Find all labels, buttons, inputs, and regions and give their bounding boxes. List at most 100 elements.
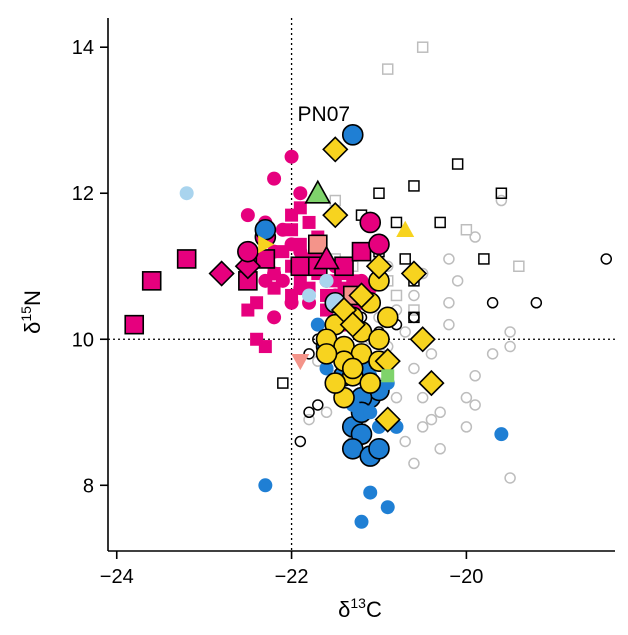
point-open-circle-black-11 bbox=[303, 406, 315, 419]
point-diamond-yellow-10 bbox=[339, 311, 366, 338]
point-circle-blue-0 bbox=[258, 478, 273, 493]
point-open-square-black-5 bbox=[390, 216, 403, 229]
point-open-circle-grey-43 bbox=[504, 472, 516, 484]
point-circle-blue-8 bbox=[380, 500, 395, 515]
point-open-circle-grey-42 bbox=[460, 421, 473, 433]
point-open-circle-grey-0 bbox=[469, 231, 481, 243]
point-triangle-green-0 bbox=[304, 179, 332, 204]
point-open-circle-grey-17 bbox=[416, 391, 429, 404]
point-open-square-grey-4 bbox=[408, 304, 420, 316]
axes: 8 10 12 14 −24 −22 −20 bbox=[72, 18, 615, 588]
point-open-circle-black-3 bbox=[408, 311, 420, 324]
point-circle-magenta-3 bbox=[368, 233, 390, 256]
point-open-circle-grey-20 bbox=[399, 435, 411, 448]
point-circle-light_blue-0 bbox=[179, 186, 194, 201]
point-circle-blue-1 bbox=[310, 317, 325, 332]
point-circle-magenta-2 bbox=[359, 211, 382, 234]
point-triangle-down-salmon-0 bbox=[291, 353, 310, 371]
point-circle-magenta-1 bbox=[267, 171, 282, 186]
point-open-square-black-1 bbox=[408, 180, 420, 192]
point-circle-magenta-10 bbox=[258, 273, 273, 288]
point-open-square-grey-2 bbox=[460, 223, 473, 236]
point-circle-blue-4 bbox=[363, 405, 378, 420]
point-square-magenta-20 bbox=[258, 340, 272, 354]
y-tick-label-2: 12 bbox=[72, 183, 94, 205]
point-circle-blue-7 bbox=[363, 485, 378, 500]
point-circle-yellow-16 bbox=[341, 357, 364, 380]
point-open-circle-grey-37 bbox=[504, 340, 516, 353]
point-circle-light_blue-2 bbox=[319, 273, 334, 288]
point-open-circle-grey-46 bbox=[425, 413, 438, 426]
point-open-square-grey-1 bbox=[381, 63, 394, 75]
point-square-green-0 bbox=[381, 369, 395, 383]
point-open-circle-black-12 bbox=[294, 435, 307, 448]
point-triangle-magenta-0 bbox=[313, 245, 340, 270]
point-circle-magenta-3 bbox=[240, 208, 255, 223]
point-open-circle-grey-40 bbox=[460, 391, 473, 404]
point-open-square-black-6 bbox=[434, 216, 446, 229]
point-diamond-yellow-2 bbox=[365, 253, 393, 280]
y-axis-title: δ15N bbox=[18, 290, 45, 334]
point-square-salmon-1 bbox=[307, 234, 328, 255]
point-diamond-yellow-4 bbox=[348, 282, 375, 309]
point-open-circle-grey-19 bbox=[416, 421, 429, 433]
point-circle-yellow-8 bbox=[376, 306, 399, 329]
point-open-circle-grey-41 bbox=[469, 399, 481, 411]
point-open-square-black-3 bbox=[495, 187, 508, 199]
point-circle-magenta-11 bbox=[275, 273, 290, 288]
point-diamond-yellow-3 bbox=[400, 260, 428, 287]
point-open-circle-grey-16 bbox=[390, 391, 403, 404]
point-open-square-black-12 bbox=[408, 311, 420, 324]
point-open-circle-black-13 bbox=[312, 399, 324, 411]
point-circle-blue-9 bbox=[354, 514, 369, 529]
point-open-circle-black-2 bbox=[486, 297, 499, 309]
point-open-circle-grey-26 bbox=[303, 413, 315, 426]
point-open-square-black-0 bbox=[451, 158, 464, 170]
point-open-square-grey-0 bbox=[416, 41, 429, 53]
point-open-square-black-8 bbox=[399, 253, 411, 265]
point-diamond-yellow-8 bbox=[418, 369, 445, 397]
point-circle-blue-2 bbox=[319, 361, 334, 376]
point-open-circle-grey-10 bbox=[399, 326, 411, 338]
point-open-circle-grey-18 bbox=[434, 406, 446, 419]
point-open-circle-grey-2 bbox=[443, 253, 455, 265]
point-diamond-magenta-0 bbox=[208, 260, 235, 287]
point-square-magenta-2 bbox=[176, 249, 197, 269]
point-open-circle-grey-38 bbox=[486, 348, 499, 360]
point-open-circle-grey-39 bbox=[469, 370, 481, 382]
point-open-square-black-11 bbox=[277, 377, 289, 389]
point-circle-yellow-17 bbox=[324, 372, 347, 394]
point-open-circle-grey-12 bbox=[425, 348, 438, 360]
point-open-circle-black-1 bbox=[530, 297, 543, 309]
point-circle-magenta-13 bbox=[284, 295, 299, 310]
point-open-square-black-10 bbox=[478, 253, 490, 265]
plot-area bbox=[108, 18, 615, 551]
point-square-magenta-1 bbox=[285, 208, 299, 222]
point-open-circle-black-8 bbox=[303, 348, 315, 360]
y-axis-title-sup: 15 bbox=[18, 306, 34, 322]
x-tick-label-2: −20 bbox=[449, 566, 483, 588]
point-circle-magenta-25 bbox=[293, 244, 308, 259]
point-open-circle-grey-44 bbox=[434, 443, 446, 455]
point-square-magenta-8 bbox=[351, 241, 372, 262]
point-open-square-grey-11 bbox=[390, 289, 403, 302]
point-open-circle-grey-48 bbox=[443, 318, 455, 331]
point-circle-magenta-0 bbox=[237, 240, 259, 263]
point-open-circle-grey-13 bbox=[408, 362, 420, 375]
point-square-magenta-5 bbox=[290, 256, 311, 277]
data-points bbox=[124, 41, 613, 529]
point-open-circle-black-0 bbox=[600, 253, 613, 265]
point-diamond-yellow-1 bbox=[322, 202, 349, 229]
point-square-magenta-1 bbox=[141, 271, 162, 291]
point-open-circle-grey-25 bbox=[320, 406, 333, 419]
point-open-square-grey-3 bbox=[513, 260, 525, 272]
point-diamond-yellow-6 bbox=[409, 326, 436, 353]
point-circle-magenta-5 bbox=[275, 222, 290, 237]
point-triangle-right-yellow-0 bbox=[258, 235, 275, 254]
point-square-magenta-18 bbox=[241, 303, 255, 317]
point-open-circle-grey-6 bbox=[443, 297, 455, 309]
point-circle-blue-10 bbox=[494, 427, 509, 442]
point-open-circle-grey-36 bbox=[504, 326, 516, 338]
point-diamond-yellow-9 bbox=[374, 406, 401, 433]
point-open-circle-grey-1 bbox=[495, 194, 508, 207]
